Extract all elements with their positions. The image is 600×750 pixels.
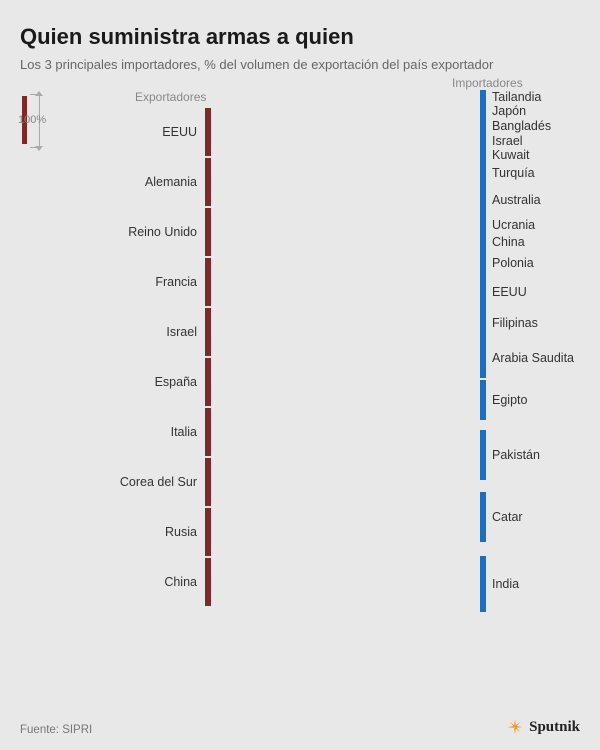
exporter-label: Rusia [165, 525, 197, 539]
sankey-link [211, 104, 480, 122]
importer-label: Australia [492, 193, 541, 207]
sankey-link [211, 272, 480, 524]
importer-node [480, 276, 486, 308]
importer-node [480, 308, 486, 338]
scale-legend-label: 100% [18, 114, 46, 126]
importer-node [480, 134, 486, 148]
sankey-link [211, 148, 480, 222]
importer-node [480, 430, 486, 480]
importer-label: Bangladés [492, 119, 551, 133]
importer-label: Pakistán [492, 448, 540, 462]
sankey-link [211, 258, 480, 408]
importer-node [480, 148, 486, 162]
exporter-label: Corea del Sur [120, 475, 197, 489]
importer-label: Filipinas [492, 316, 538, 330]
importer-label: Japón [492, 104, 526, 118]
exporter-label: China [164, 575, 197, 589]
importer-label: Catar [492, 510, 523, 524]
exporter-node [205, 408, 211, 456]
sankey-link [211, 174, 480, 232]
source-text: Fuente: SIPRI [20, 724, 92, 736]
importer-node [480, 250, 486, 276]
sankey-chart: Exportadores Importadores 100% EEUUAlema… [20, 90, 580, 670]
importer-label: Tailandia [492, 90, 541, 104]
sankey-link [211, 134, 480, 174]
importer-node [480, 234, 486, 250]
sankey-link [211, 190, 480, 394]
importer-label: China [492, 235, 525, 249]
sankey-link [211, 180, 480, 422]
exporter-label: Reino Unido [128, 225, 197, 239]
sankey-link [211, 222, 480, 290]
importer-label: EEUU [492, 285, 527, 299]
importer-node [480, 380, 486, 420]
exporter-label: EEUU [162, 125, 197, 139]
importer-label: Polonia [492, 256, 534, 270]
exporter-label: Italia [171, 425, 197, 439]
sankey-link [211, 90, 480, 572]
sankey-link [211, 122, 480, 202]
sankey-link [211, 162, 480, 376]
sankey-link [211, 324, 480, 490]
importer-label: Arabia Saudita [492, 351, 574, 365]
exporter-node [205, 258, 211, 306]
exporter-label: Alemania [145, 175, 197, 189]
importer-label: Egipto [492, 393, 527, 407]
importer-node [480, 162, 486, 184]
importer-label: Ucrania [492, 218, 535, 232]
exporter-node [205, 508, 211, 556]
sankey-svg: EEUU Alemania Reino Unido Francia Israel Espa… [90, 90, 580, 670]
sankey-link [211, 354, 480, 406]
exporter-node [205, 108, 211, 156]
exporter-node [205, 308, 211, 356]
sankey-link [211, 430, 480, 606]
exporter-label: Israel [166, 325, 197, 339]
logo-text: Sputnik [529, 719, 580, 736]
sankey-link [211, 438, 480, 542]
importer-node [480, 104, 486, 118]
page-subtitle: Los 3 principales importadores, % del vo… [20, 56, 580, 74]
sankey-link [211, 338, 480, 592]
exporter-node [205, 358, 211, 406]
sankey-link [211, 118, 480, 588]
importer-node [480, 90, 486, 104]
sputnik-icon [506, 718, 524, 736]
importer-node [480, 338, 486, 378]
importer-node [480, 216, 486, 234]
sankey-link [211, 140, 480, 354]
sankey-link [211, 236, 480, 508]
importer-node [480, 118, 486, 134]
sankey-link [211, 202, 480, 390]
exporter-label: Francia [155, 275, 197, 289]
sputnik-logo: Sputnik [506, 718, 580, 736]
importer-node [480, 492, 486, 542]
sankey-link [211, 304, 480, 438]
exporter-node [205, 208, 211, 256]
importer-label: India [492, 577, 519, 591]
sankey-link [211, 538, 480, 612]
importer-node [480, 556, 486, 612]
sankey-link [211, 234, 480, 524]
exporter-node [205, 458, 211, 506]
importers-header: Importadores [452, 76, 523, 90]
exporter-node [205, 158, 211, 206]
importer-label: Kuwait [492, 148, 530, 162]
sankey-link [211, 288, 480, 574]
sankey-link [211, 250, 480, 476]
sankey-link [211, 308, 480, 338]
importer-label: Israel [492, 134, 523, 148]
importer-node [480, 184, 486, 216]
importer-label: Turquía [492, 166, 535, 180]
exporter-node [205, 558, 211, 606]
sankey-link [211, 490, 480, 604]
sankey-link [211, 290, 480, 320]
exporter-label: España [155, 375, 197, 389]
page-title: Quien suministra armas a quien [20, 24, 580, 50]
sankey-link [211, 408, 480, 538]
